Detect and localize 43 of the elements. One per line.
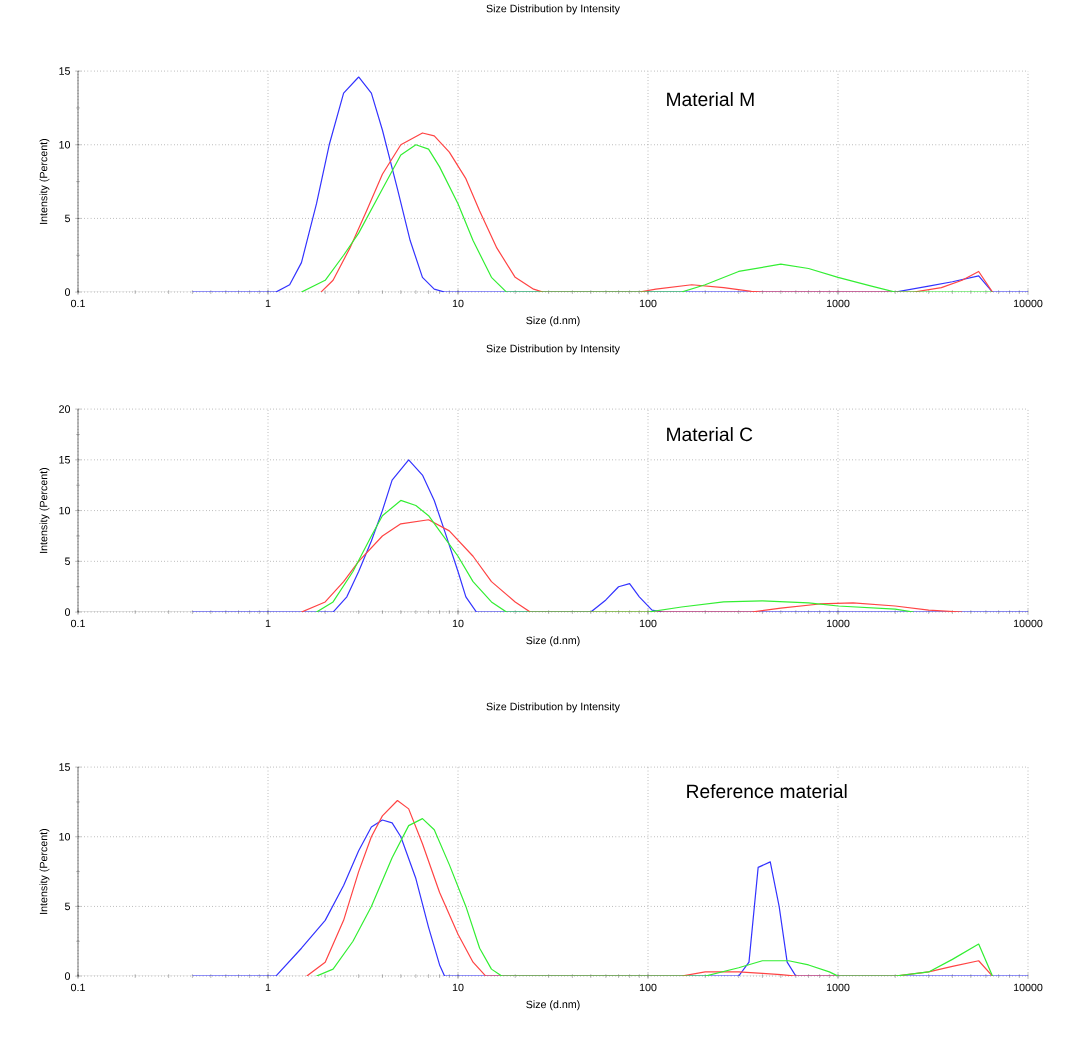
y-tick-label: 5 — [64, 214, 70, 223]
y-tick-label: 0 — [64, 288, 71, 296]
x-tick-label: 1 — [265, 983, 271, 991]
chart-title: Size Distribution by Intensity — [486, 702, 620, 713]
y-axis-title: Intensity (Percent) — [39, 467, 50, 553]
annotation: Material M — [667, 92, 754, 107]
x-tick-label: 1 — [265, 619, 271, 627]
y-tick-label: 10 — [59, 140, 71, 149]
x-tick-label: 10 — [452, 983, 464, 992]
y-tick-label: 15 — [59, 456, 70, 464]
x-axis-title: Size (d.nm) — [526, 636, 580, 647]
y-tick-label: 10 — [59, 832, 71, 841]
x-tick-label: 0.1 — [71, 983, 85, 992]
x-tick-label: 0.1 — [71, 619, 85, 628]
y-tick-label: 5 — [64, 902, 70, 911]
y-tick-label: 0 — [64, 608, 71, 616]
x-tick-label: 1 — [265, 299, 271, 307]
x-tick-label: 100 — [639, 619, 657, 628]
x-tick-label: 0.1 — [71, 299, 85, 308]
x-tick-label: 1000 — [826, 619, 850, 628]
x-axis-title: Size (d.nm) — [526, 316, 580, 327]
x-tick-label: 10000 — [1013, 299, 1043, 308]
x-tick-label: 10000 — [1013, 619, 1043, 628]
y-tick-label: 20 — [59, 405, 71, 413]
y-tick-label: 0 — [64, 972, 71, 980]
annotation: Reference material — [687, 784, 847, 799]
x-axis-title: Size (d.nm) — [526, 1000, 580, 1011]
y-tick-label: 10 — [59, 506, 71, 515]
x-tick-label: 10000 — [1013, 983, 1043, 992]
x-tick-label: 100 — [639, 299, 657, 308]
y-axis-title: Intensity (Percent) — [39, 828, 50, 914]
x-tick-label: 1000 — [826, 299, 850, 308]
chart-title: Size Distribution by Intensity — [486, 4, 620, 15]
chart-title: Size Distribution by Intensity — [486, 344, 620, 355]
y-tick-label: 15 — [59, 763, 70, 771]
y-tick-label: 15 — [59, 67, 70, 75]
x-tick-label: 10 — [452, 299, 464, 308]
y-tick-label: 5 — [64, 557, 70, 566]
annotation: Material C — [667, 427, 753, 442]
x-tick-label: 10 — [452, 619, 464, 628]
x-tick-label: 1000 — [826, 983, 850, 992]
y-axis-title: Intensity (Percent) — [39, 138, 50, 224]
x-tick-label: 100 — [639, 983, 657, 992]
